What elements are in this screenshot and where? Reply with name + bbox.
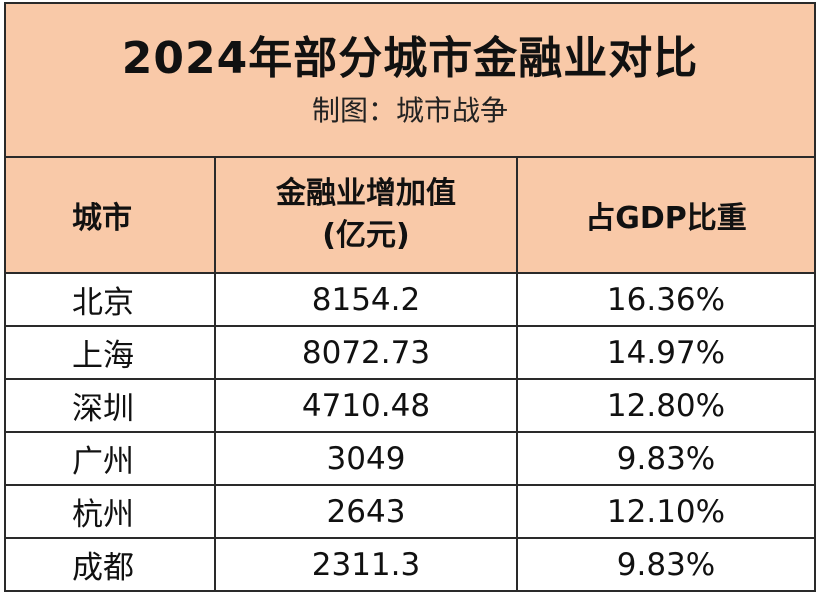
header-share: 占GDP比重 xyxy=(515,156,817,274)
cell-share: 9.83% xyxy=(515,431,817,486)
cell-value: 4710.48 xyxy=(214,378,518,433)
title-block: 2024年部分城市金融业对比 制图：城市战争 xyxy=(3,2,817,158)
cell-share: 12.80% xyxy=(515,378,817,433)
cell-share: 16.36% xyxy=(515,272,817,327)
cell-city: 成都 xyxy=(4,537,216,592)
cell-share: 9.83% xyxy=(515,537,817,592)
table-row: 成都 2311.3 9.83% xyxy=(4,537,817,592)
table-row: 杭州 2643 12.10% xyxy=(4,484,817,539)
cell-share: 12.10% xyxy=(515,484,817,539)
cell-value: 3049 xyxy=(214,431,518,486)
table-row: 北京 8154.2 16.36% xyxy=(4,272,817,327)
table-subtitle: 制图：城市战争 xyxy=(312,94,509,127)
table-row: 上海 8072.73 14.97% xyxy=(4,325,817,380)
table-title: 2024年部分城市金融业对比 xyxy=(121,33,699,84)
cell-city: 深圳 xyxy=(4,378,216,433)
header-city: 城市 xyxy=(4,156,216,274)
header-value-line1: 金融业增加值 xyxy=(276,176,456,211)
cell-value: 2311.3 xyxy=(214,537,518,592)
header-value-line2: (亿元) xyxy=(322,218,410,253)
finance-comparison-table: 2024年部分城市金融业对比 制图：城市战争 城市 金融业增加值 (亿元) 占G… xyxy=(3,2,817,592)
cell-share: 14.97% xyxy=(515,325,817,380)
table-row: 广州 3049 9.83% xyxy=(4,431,817,486)
table-row: 深圳 4710.48 12.80% xyxy=(4,378,817,433)
cell-city: 杭州 xyxy=(4,484,216,539)
cell-city: 广州 xyxy=(4,431,216,486)
header-value: 金融业增加值 (亿元) xyxy=(214,156,518,274)
cell-city: 上海 xyxy=(4,325,216,380)
cell-city: 北京 xyxy=(4,272,216,327)
cell-value: 2643 xyxy=(214,484,518,539)
cell-value: 8154.2 xyxy=(214,272,518,327)
cell-value: 8072.73 xyxy=(214,325,518,380)
